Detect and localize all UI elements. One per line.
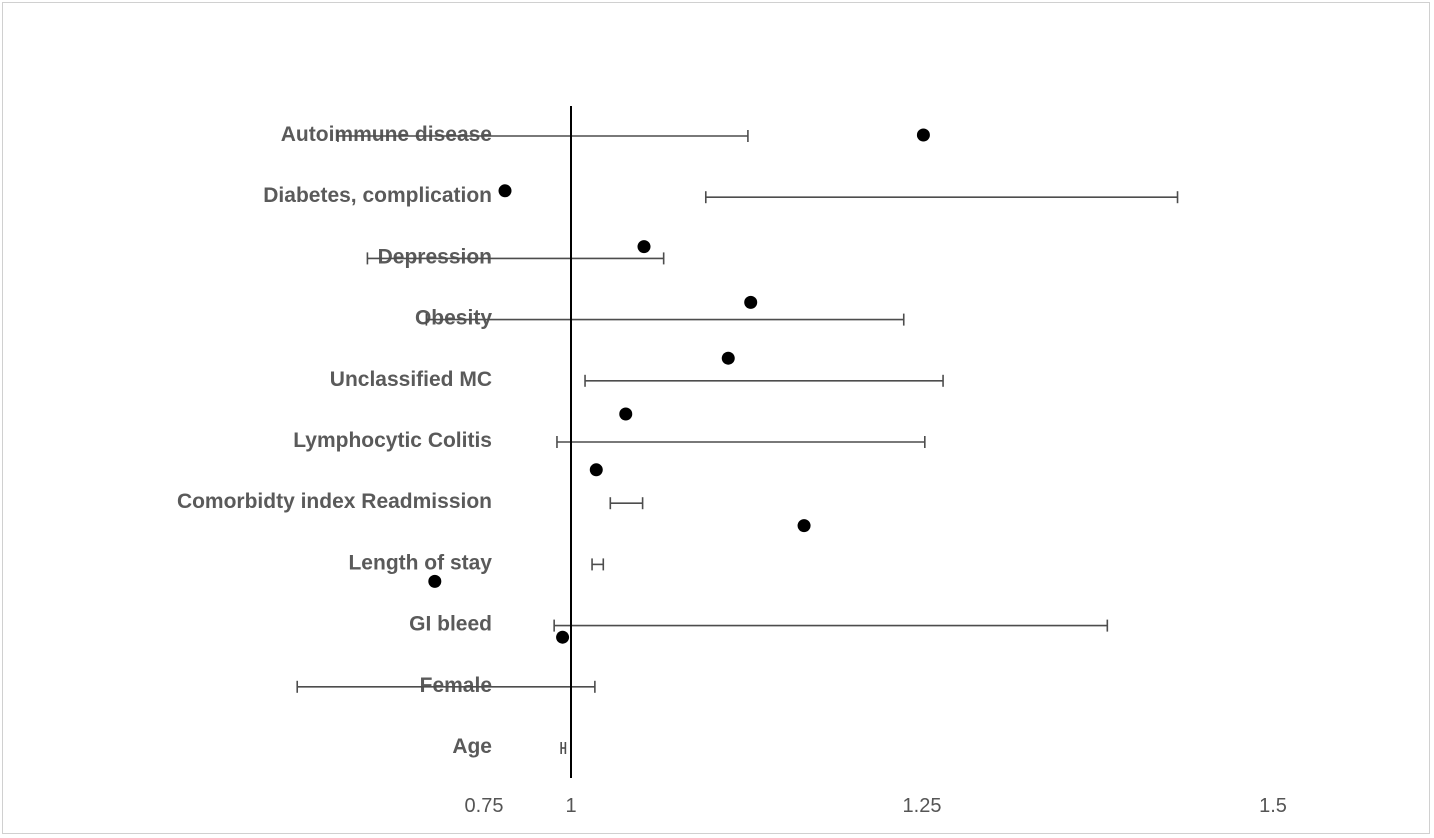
point-female xyxy=(428,574,442,588)
row-length-of-stay: Length of stay xyxy=(348,551,605,574)
row-autoimmune-disease: Autoimmune disease xyxy=(281,123,749,146)
x-tick-label: 0.75 xyxy=(465,795,504,817)
row-unclassified-mc: Unclassified MC xyxy=(330,368,944,391)
row-label: Obesity xyxy=(415,307,492,330)
point-comorbidty-index-readmission xyxy=(619,407,633,421)
row-obesity: Obesity xyxy=(415,307,905,330)
point-length-of-stay xyxy=(589,463,603,477)
point-gi-bleed xyxy=(797,519,811,533)
point-depression xyxy=(637,240,651,254)
point-age xyxy=(556,630,570,644)
row-age: Age xyxy=(452,735,567,758)
row-label: Female xyxy=(420,674,492,697)
point-autoimmune-disease xyxy=(916,128,930,142)
row-depression: Depression xyxy=(366,245,665,268)
row-diabetes-complication: Diabetes, complication xyxy=(263,184,1179,207)
points-layer xyxy=(428,128,930,644)
row-label: Diabetes, complication xyxy=(263,184,492,207)
point-diabetes-complication xyxy=(498,184,512,198)
row-label: Unclassified MC xyxy=(330,368,492,391)
row-lymphocytic-colitis: Lymphocytic Colitis xyxy=(293,429,926,452)
row-label: Autoimmune disease xyxy=(281,123,492,146)
point-obesity xyxy=(744,295,758,309)
row-label: Lymphocytic Colitis xyxy=(293,429,492,452)
row-female: Female xyxy=(296,674,596,697)
x-tick-label: 1.5 xyxy=(1259,795,1287,817)
row-label: Comorbidty index Readmission xyxy=(177,490,492,513)
x-tick-label: 1.25 xyxy=(903,795,942,817)
row-gi-bleed: GI bleed xyxy=(409,613,1109,636)
row-label: GI bleed xyxy=(409,613,492,636)
row-label: Age xyxy=(452,735,492,758)
row-comorbidty-index-readmission: Comorbidty index Readmission xyxy=(177,490,644,513)
rows-layer: Autoimmune disease Diabetes, complication… xyxy=(177,123,1179,758)
point-lymphocytic-colitis xyxy=(721,351,735,365)
x-axis-ticks: 0.75 1 1.25 1.5 xyxy=(465,795,1287,817)
row-label: Depression xyxy=(378,245,492,268)
x-tick-label: 1 xyxy=(565,795,576,817)
row-label: Length of stay xyxy=(348,551,492,574)
